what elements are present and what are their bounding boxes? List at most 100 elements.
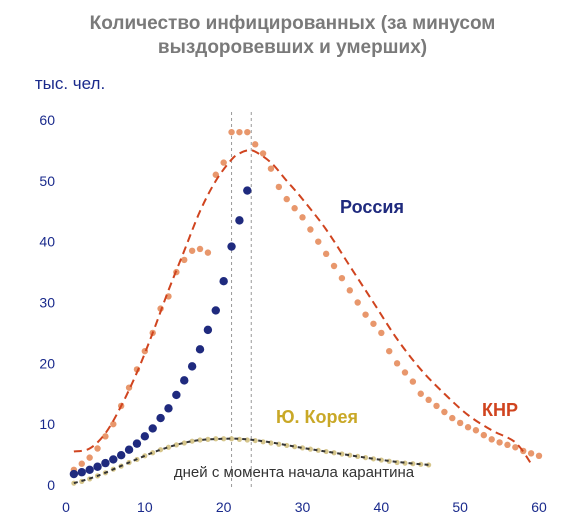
data-point-korea — [426, 462, 432, 468]
data-point-korea — [307, 446, 313, 452]
data-point-china — [535, 452, 543, 459]
data-point-russia — [187, 362, 197, 371]
data-point-korea — [347, 452, 353, 458]
data-point-china — [496, 439, 503, 446]
annotation-russia: Россия — [340, 197, 404, 217]
annotation-china: КНР — [482, 400, 518, 420]
data-point-russia — [211, 306, 220, 315]
y-axis-label: тыс. чел. — [35, 74, 105, 93]
y-tick-label: 30 — [39, 295, 55, 311]
data-point-korea — [205, 436, 211, 442]
data-point-china — [212, 171, 219, 178]
data-point-china — [378, 329, 385, 337]
data-point-russia — [116, 450, 126, 460]
chart-title: Количество инфицированных (за минусом вы… — [0, 12, 585, 60]
data-point-russia — [101, 458, 110, 468]
data-point-china — [252, 141, 259, 148]
data-point-russia — [195, 345, 205, 354]
chart-title-line-2: выздоровевших и умерших) — [157, 37, 428, 58]
data-point-russia — [124, 445, 134, 454]
data-point-korea — [355, 453, 361, 460]
data-point-korea — [189, 438, 195, 444]
data-point-china — [78, 460, 85, 467]
data-point-china — [417, 390, 424, 397]
y-tick-label: 60 — [39, 112, 55, 128]
data-point-russia — [235, 216, 244, 225]
data-point-korea — [370, 456, 377, 462]
y-tick-label: 40 — [39, 234, 55, 250]
data-point-china — [370, 320, 377, 327]
data-point-russia — [219, 277, 228, 286]
axes: 0 10 20 30 40 50 60 0 10 20 30 40 50 60 — [39, 112, 547, 515]
data-point-korea — [339, 451, 345, 457]
data-point-korea — [197, 437, 203, 443]
data-point-china — [110, 420, 117, 428]
data-point-korea — [323, 448, 329, 455]
data-point-china — [291, 205, 298, 212]
data-point-russia — [85, 465, 94, 474]
series-layer — [69, 128, 543, 486]
data-point-russia — [203, 325, 213, 335]
data-point-china — [527, 450, 535, 457]
data-point-china — [204, 249, 212, 256]
data-point-china — [220, 159, 227, 166]
data-point-china — [456, 419, 464, 427]
data-point-korea — [181, 440, 187, 446]
data-point-china — [409, 378, 417, 385]
series-korea-fit — [73, 437, 429, 485]
data-point-russia — [148, 424, 157, 433]
data-point-china — [425, 396, 432, 404]
data-point-russia — [109, 455, 118, 464]
data-point-china — [188, 247, 196, 254]
data-point-russia — [180, 376, 189, 385]
data-point-china — [86, 454, 93, 461]
data-point-russia — [156, 413, 165, 423]
x-tick-label: 20 — [216, 499, 232, 515]
y-tick-label: 20 — [39, 355, 55, 371]
data-point-russia — [164, 404, 173, 413]
data-point-china — [244, 128, 251, 136]
data-point-russia — [132, 439, 142, 448]
data-point-china — [330, 262, 338, 270]
data-point-china — [504, 441, 511, 449]
reference-lines — [231, 112, 252, 488]
data-point-china — [196, 245, 204, 253]
data-point-china — [236, 128, 243, 136]
data-point-korea — [331, 450, 337, 456]
data-point-russia — [243, 186, 252, 195]
data-point-china — [464, 424, 472, 431]
data-point-china — [283, 195, 290, 203]
data-point-china — [393, 360, 401, 367]
data-point-china — [449, 414, 456, 422]
data-point-china — [307, 226, 314, 233]
data-point-china — [94, 445, 101, 452]
chart-title-line-1: Количество инфицированных (за минусом — [89, 13, 496, 34]
data-point-china — [386, 347, 393, 355]
y-tick-label: 50 — [39, 173, 55, 189]
data-point-china — [315, 238, 322, 245]
data-point-china — [275, 183, 283, 191]
data-point-russia — [227, 242, 236, 251]
data-point-china — [259, 150, 267, 157]
data-point-china — [488, 436, 495, 443]
data-point-korea — [228, 436, 235, 442]
data-point-china — [472, 427, 480, 434]
data-point-russia — [172, 390, 181, 400]
x-tick-label: 50 — [452, 499, 468, 515]
data-point-china — [338, 274, 346, 282]
data-point-korea — [362, 455, 369, 461]
x-axis-label: дней с момента начала карантина — [174, 464, 415, 481]
data-point-korea — [315, 447, 321, 453]
data-point-china — [480, 431, 488, 439]
data-point-china — [512, 444, 519, 451]
x-tick-label: 30 — [295, 499, 311, 515]
data-point-russia — [93, 462, 102, 471]
trend-line-korea-fit — [73, 437, 429, 485]
data-point-china — [401, 369, 409, 376]
data-point-china — [441, 408, 448, 416]
x-tick-label: 40 — [374, 499, 390, 515]
data-point-china — [299, 214, 306, 221]
data-point-china — [362, 311, 369, 318]
annotation-korea: Ю. Корея — [276, 407, 358, 427]
